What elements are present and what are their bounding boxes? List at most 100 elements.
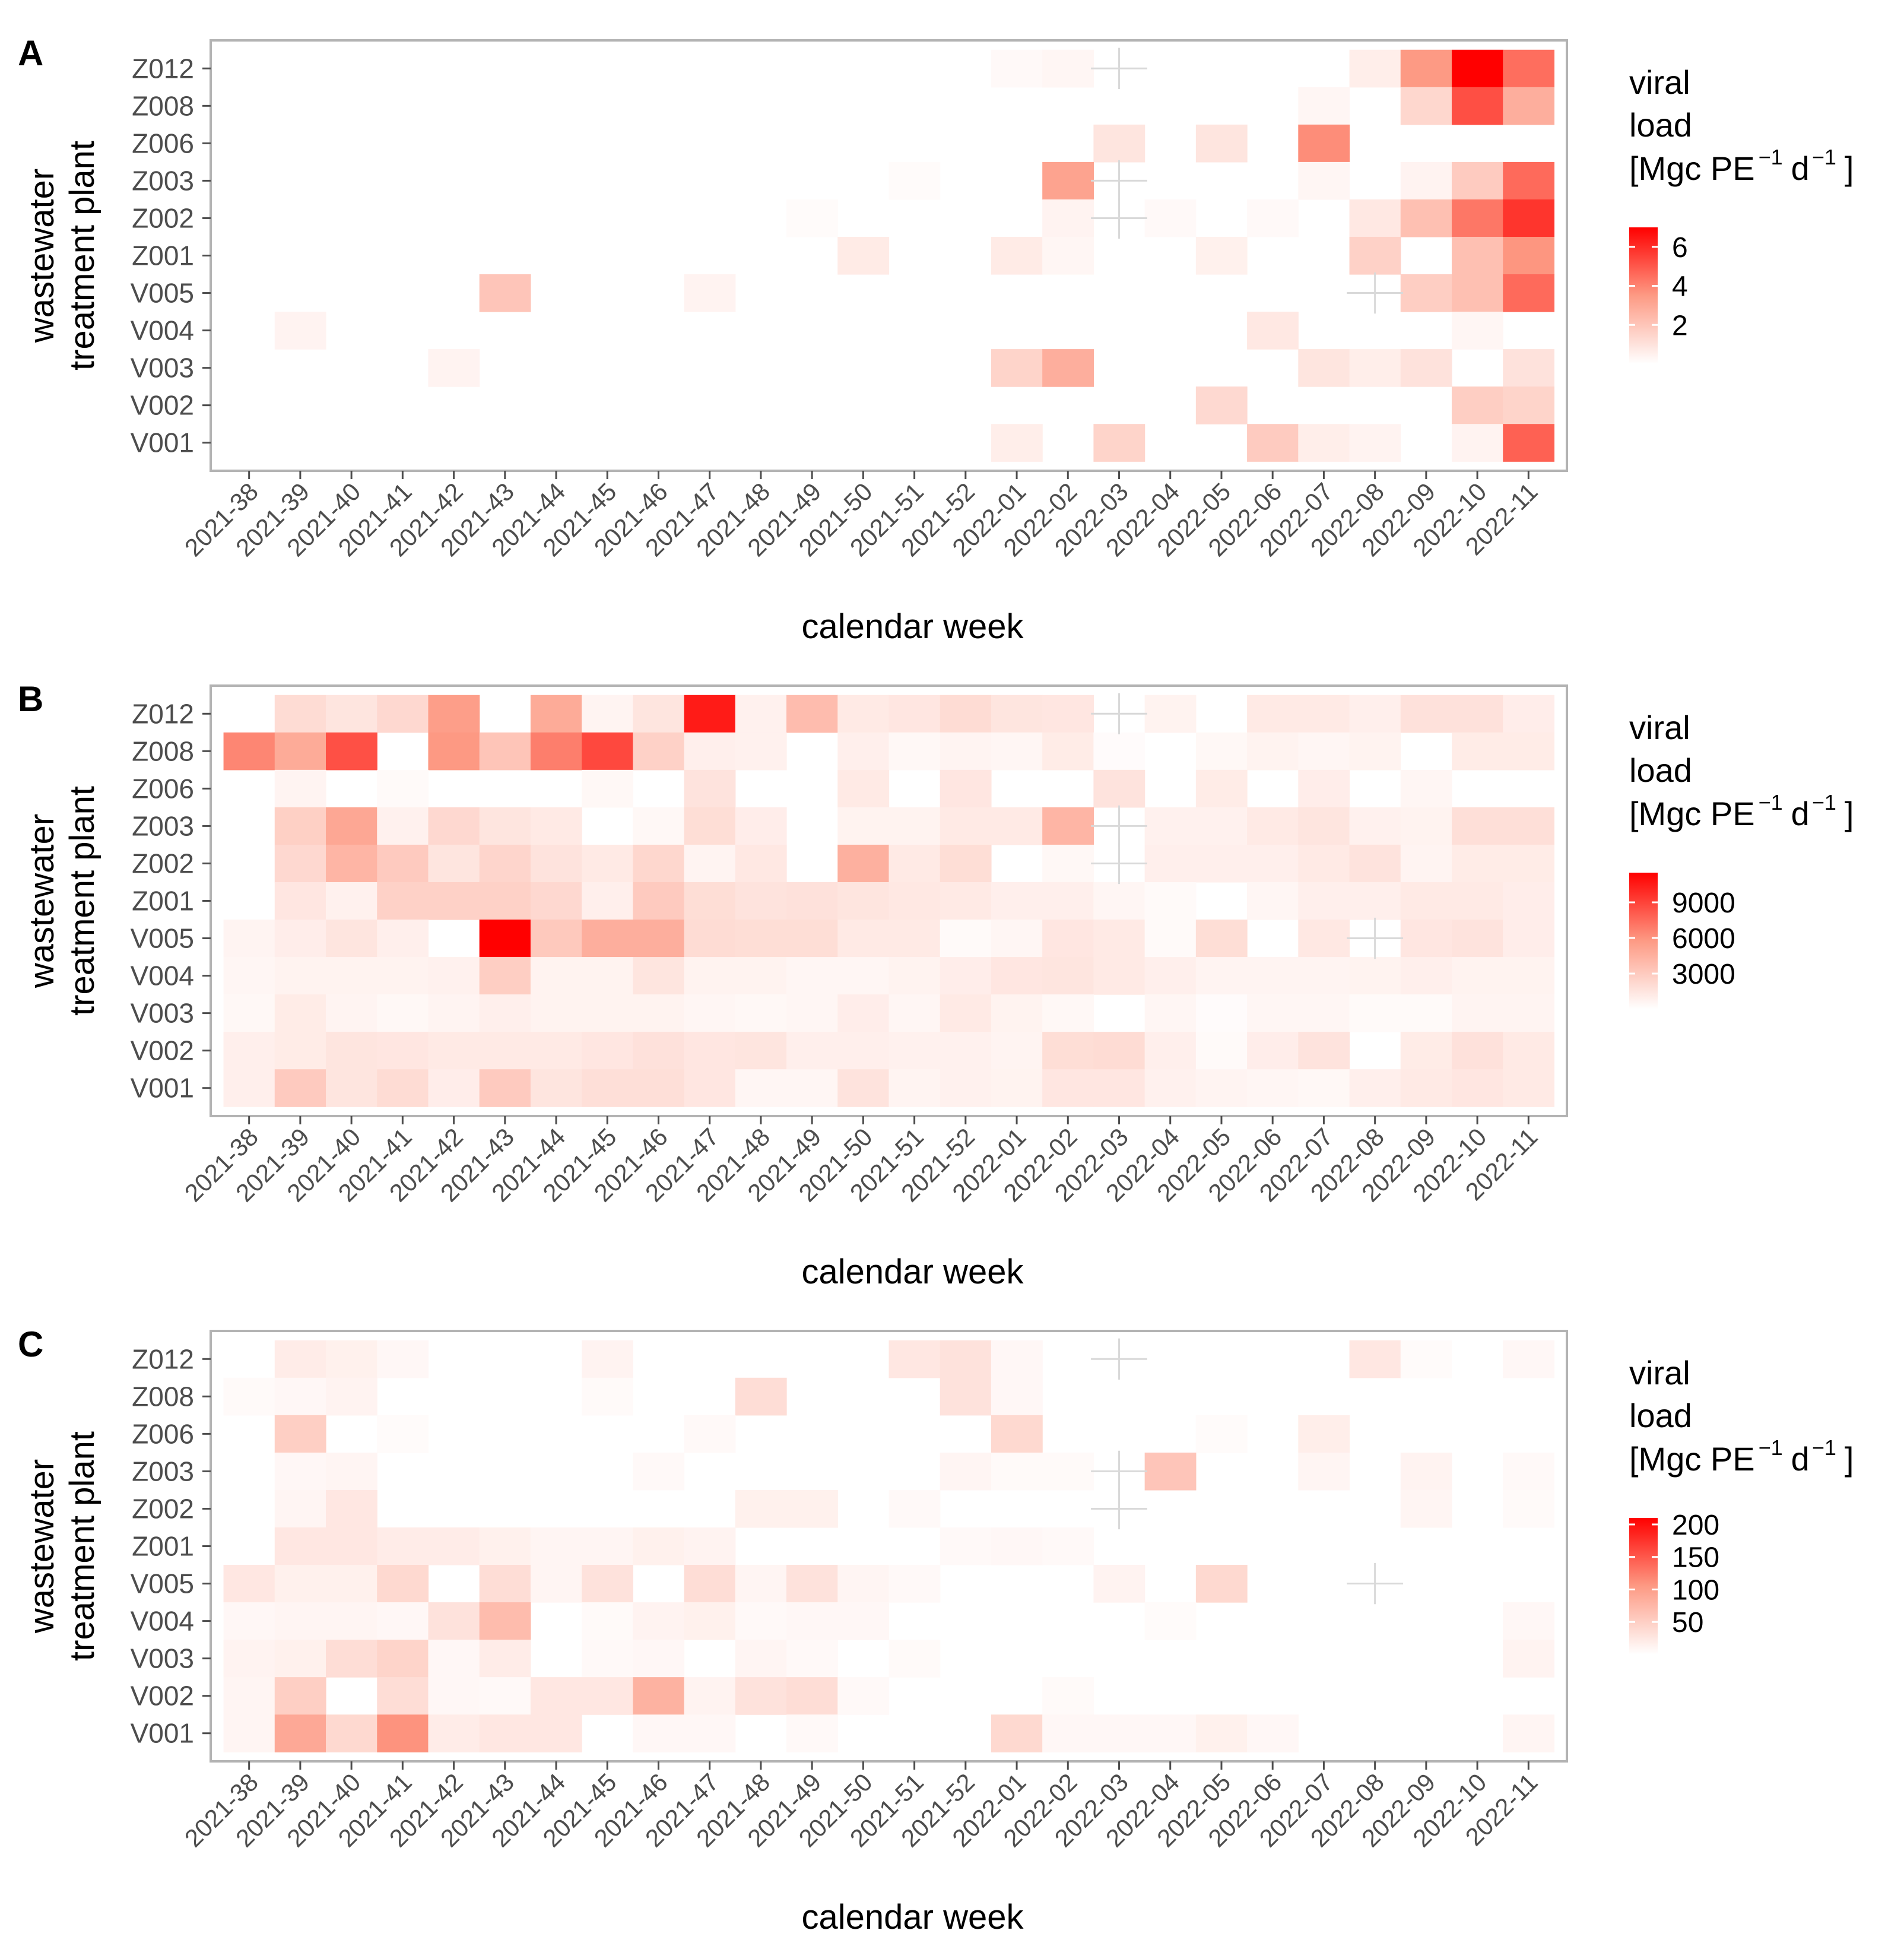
heatmap-cell <box>837 732 890 771</box>
heatmap-cell <box>274 1714 326 1752</box>
heatmap-cell <box>1451 844 1503 883</box>
heatmap-cell <box>837 1032 890 1070</box>
heatmap-cell <box>479 957 531 995</box>
heatmap-cell <box>1042 1452 1094 1491</box>
heatmap-cell <box>530 1565 582 1603</box>
heatmap-cell <box>991 349 1043 387</box>
heatmap-cell <box>274 844 326 883</box>
heatmap-cell <box>1042 994 1094 1032</box>
heatmap-cell <box>1093 882 1145 920</box>
heatmap-cell <box>1503 236 1555 275</box>
heatmap-cell <box>223 1032 275 1070</box>
heatmap-cell <box>1451 882 1503 920</box>
missing-marker <box>1091 197 1147 239</box>
y-tick-label: Z012 <box>132 1343 194 1374</box>
heatmap-cell <box>633 695 685 733</box>
heatmap-cell <box>888 957 941 995</box>
y-tick-label: V004 <box>131 1606 194 1637</box>
heatmap-cell <box>633 1527 685 1565</box>
y-tick-label: V001 <box>131 427 194 458</box>
heatmap-cell <box>1144 920 1197 958</box>
heatmap-cell <box>377 1602 429 1640</box>
heatmap-cell <box>223 920 275 958</box>
heatmap-cell <box>377 1677 429 1715</box>
heatmap-cell <box>582 844 633 883</box>
legend-tick-label: 150 <box>1672 1542 1719 1574</box>
heatmap-cell <box>888 844 941 883</box>
heatmap-cell <box>1144 844 1197 883</box>
heatmap-cell <box>479 994 531 1032</box>
heatmap-cell <box>991 1069 1043 1107</box>
heatmap-cell <box>786 994 838 1032</box>
heatmap-cell <box>1400 695 1452 733</box>
heatmap-cell <box>633 1640 685 1678</box>
y-tick-label: Z002 <box>132 848 194 879</box>
y-tick-label: Z003 <box>132 165 194 196</box>
heatmap-cell <box>1195 807 1248 845</box>
heatmap-cell <box>377 1340 429 1378</box>
heatmap-cell <box>1349 994 1401 1032</box>
heatmap-cell <box>786 1640 838 1678</box>
heatmap-cell <box>888 1489 941 1528</box>
heatmap-cell <box>1451 732 1503 771</box>
x-axis-title: calendar week <box>802 1253 1024 1291</box>
heatmap-cell <box>1093 769 1145 808</box>
heatmap-cell <box>940 920 992 958</box>
heatmap-cell <box>479 1602 531 1640</box>
heatmap-cell <box>888 732 941 771</box>
heatmap-cell <box>1503 807 1555 845</box>
heatmap-cell <box>786 1714 838 1752</box>
heatmap-cell <box>223 732 275 771</box>
heatmap-cell <box>1451 312 1503 350</box>
y-tick-label: Z002 <box>132 1493 194 1524</box>
heatmap-cell <box>837 957 890 995</box>
heatmap-cell <box>1400 882 1452 920</box>
heatmap-cell <box>684 1602 736 1640</box>
y-tick-label: V001 <box>131 1073 194 1104</box>
heatmap-cell <box>940 994 992 1032</box>
heatmap-cell <box>582 769 633 808</box>
heatmap-cell <box>991 1340 1043 1378</box>
heatmap-cell <box>991 1377 1043 1416</box>
heatmap-cell <box>326 1527 377 1565</box>
heatmap-cell <box>274 920 326 958</box>
heatmap-cell <box>888 1032 941 1070</box>
heatmap-cell <box>633 1032 685 1070</box>
panel-C: C Z012 Z008 Z006 Z003 Z002 Z001 V005 V004 V003 V00… <box>18 1324 1854 1936</box>
x-axis-title: calendar week <box>802 1898 1024 1936</box>
heatmap-cell <box>377 1069 429 1107</box>
missing-marker <box>1091 1338 1147 1380</box>
heatmap-cell <box>1195 920 1248 958</box>
heatmap-cell <box>479 1714 531 1752</box>
heatmap-cell <box>1400 1489 1452 1528</box>
heatmap-cell <box>1503 1069 1555 1107</box>
heatmap-cell <box>326 957 377 995</box>
heatmap-cell <box>1144 882 1197 920</box>
heatmap-cell <box>1349 882 1401 920</box>
heatmap-cell <box>837 844 890 883</box>
heatmap-cell <box>223 1677 275 1715</box>
heatmap-cell <box>888 161 941 200</box>
heatmap-cell <box>735 1677 787 1715</box>
heatmap-cell <box>684 1415 736 1453</box>
heatmap-cell <box>1042 1527 1094 1565</box>
heatmap-cell <box>1144 199 1197 237</box>
heatmap-cell <box>940 732 992 771</box>
heatmap-cell <box>991 957 1043 995</box>
heatmap-cell <box>1400 920 1452 958</box>
legend-tick-label: 3000 <box>1672 959 1735 990</box>
heatmap-cell <box>1451 920 1503 958</box>
heatmap-cell <box>684 844 736 883</box>
heatmap-cell <box>377 1032 429 1070</box>
heatmap-cell <box>1400 844 1452 883</box>
heatmap-cell <box>1144 807 1197 845</box>
heatmap-cell <box>428 349 480 387</box>
heatmap-cell <box>991 49 1043 88</box>
heatmap-cell <box>326 1602 377 1640</box>
heatmap-cell <box>274 1377 326 1416</box>
heatmap-cell <box>1195 844 1248 883</box>
heatmap-cell <box>1400 274 1452 312</box>
heatmap-cell <box>1451 807 1503 845</box>
heatmap-cell <box>1298 920 1350 958</box>
